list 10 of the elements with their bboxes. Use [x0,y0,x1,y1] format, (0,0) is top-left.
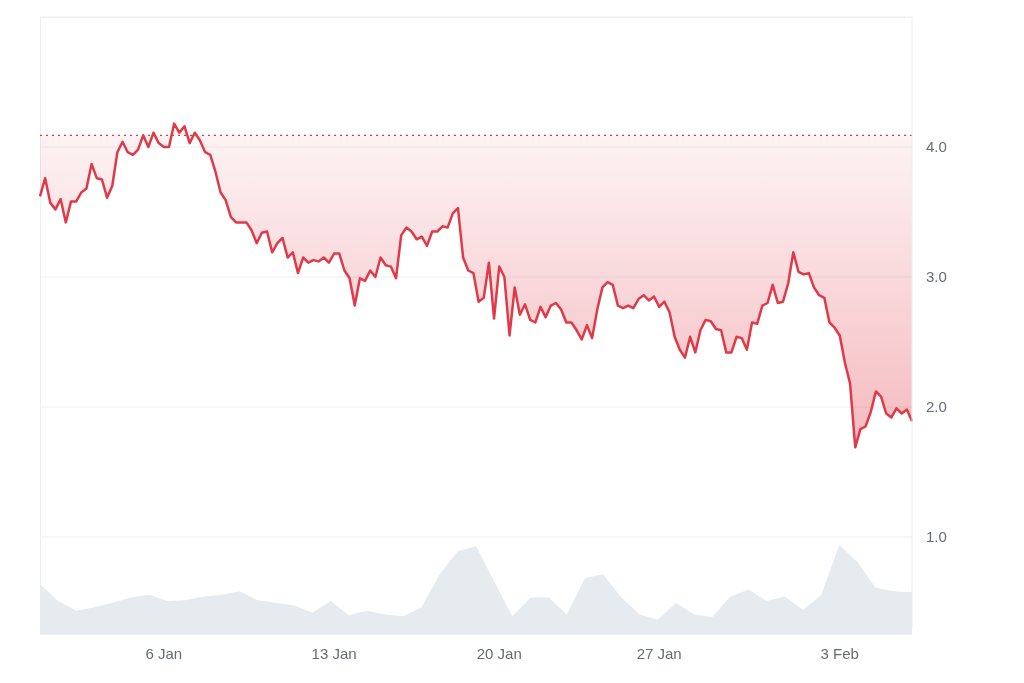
y-tick-label: 4.0 [926,138,947,156]
line-series [38,122,914,449]
y-tick-label: 2.0 [926,398,947,416]
y-tick-label: 3.0 [926,268,947,286]
y-tick-label: 1.0 [926,528,947,546]
x-tick-label: 6 Jan [145,644,183,662]
x-tick-label: 3 Feb [820,644,859,662]
x-tick-label: 27 Jan [636,644,682,662]
x-tick-label: 20 Jan [476,644,522,662]
x-tick-label: 13 Jan [311,644,357,662]
